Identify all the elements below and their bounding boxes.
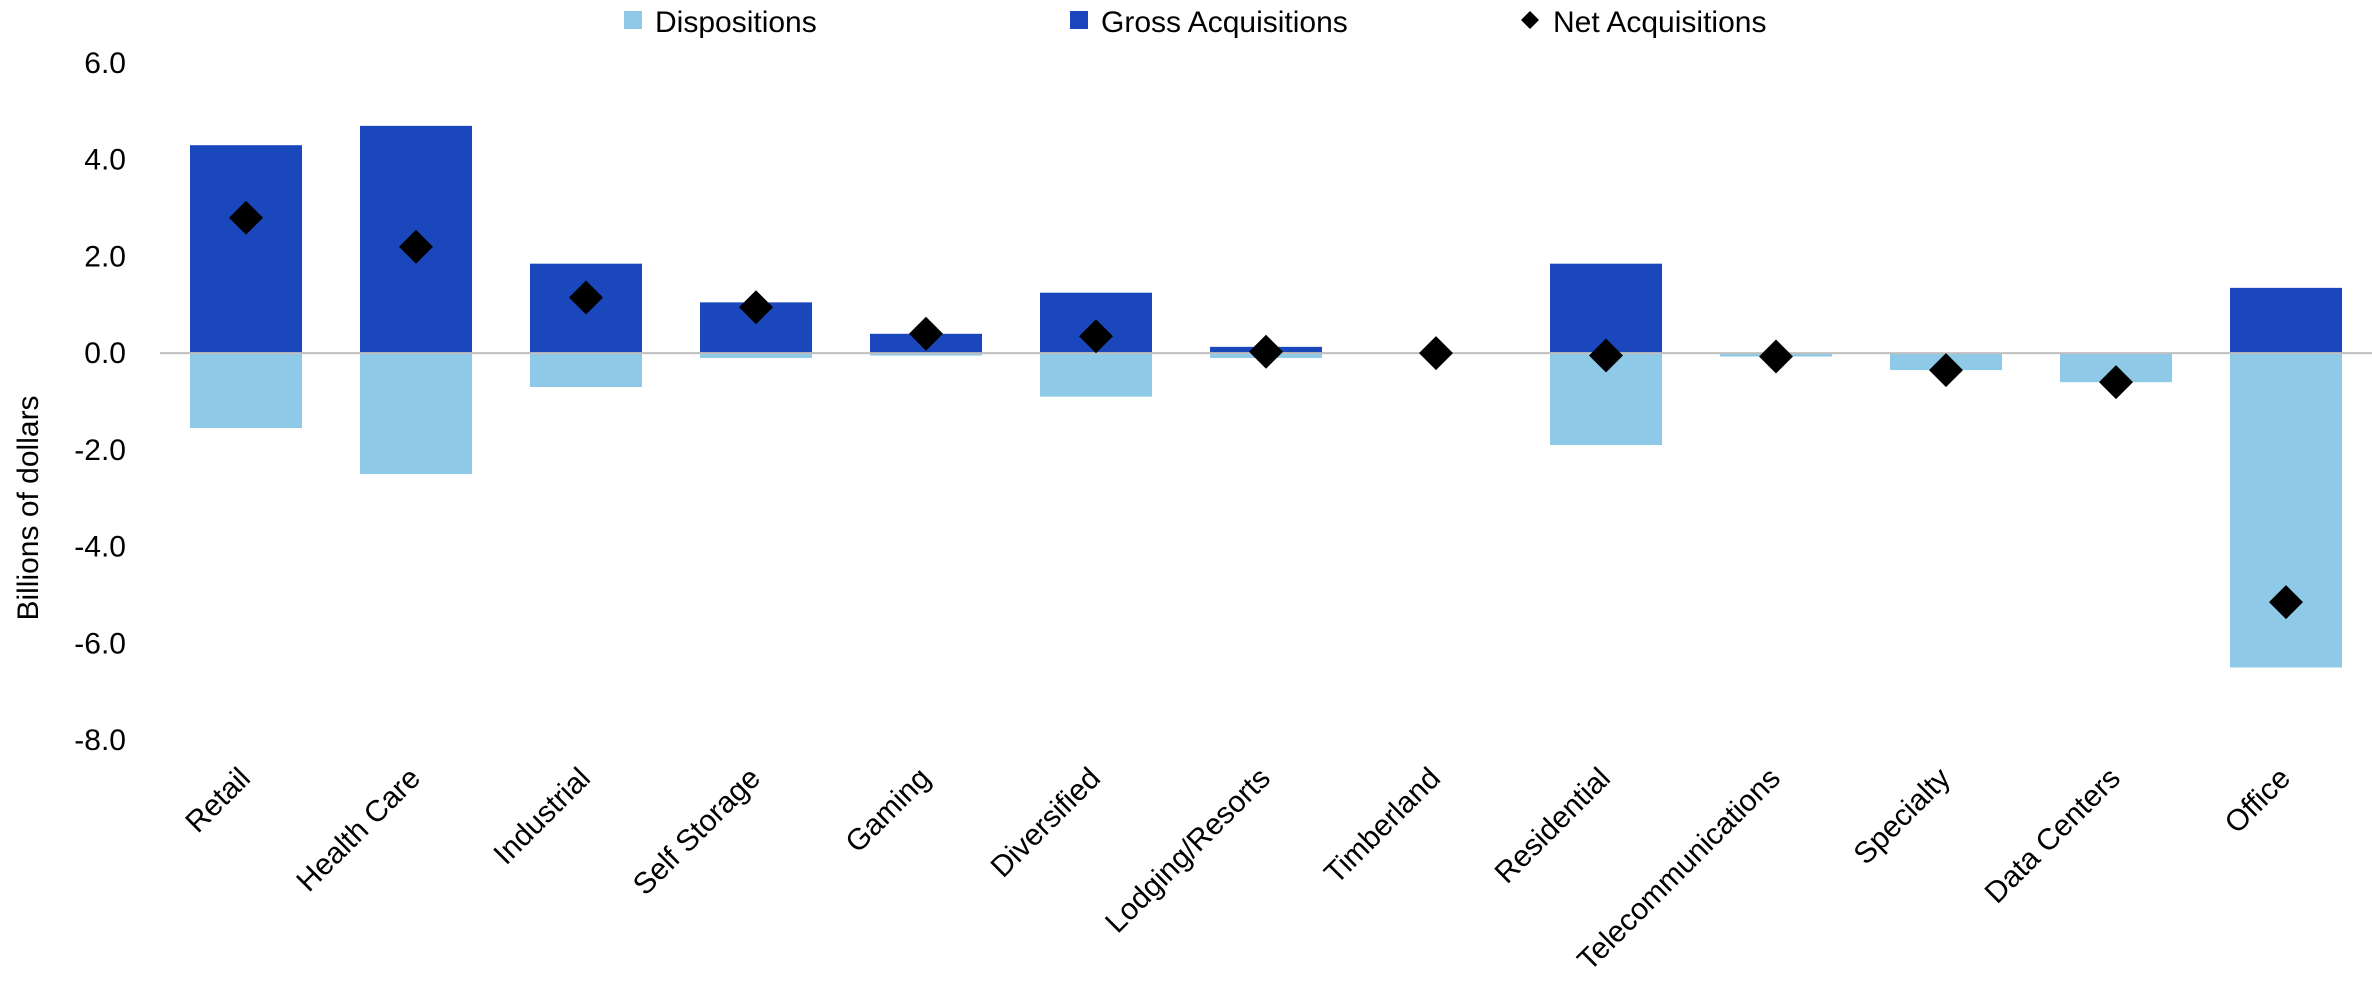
bar-dispositions-gaming (870, 353, 982, 356)
y-tick-label: 2.0 (84, 240, 126, 273)
net-acquisition-markers (229, 200, 2303, 620)
x-tick-label-timberland: Timberland (1318, 762, 1447, 891)
bar-gross-acquisitions-office (2230, 287, 2342, 354)
bar-gross-acquisitions-residential (1550, 263, 1662, 354)
x-tick-label-industrial: Industrial (488, 762, 597, 871)
y-tick-label: 0.0 (84, 337, 126, 370)
bar-dispositions-health-care (360, 353, 472, 475)
marker-net-acquisitions-gaming (909, 316, 943, 351)
marker-net-acquisitions-data-centers (2099, 365, 2133, 400)
legend-swatch-net-acquisitions (1521, 11, 1539, 29)
x-tick-label-retail: Retail (179, 762, 257, 840)
marker-net-acquisitions-office (2269, 585, 2303, 620)
x-tick-label-office: Office (2219, 762, 2297, 840)
marker-net-acquisitions-lodging-resorts (1249, 334, 1283, 369)
y-tick-label: -2.0 (74, 434, 126, 467)
bar-dispositions-diversified (1040, 353, 1152, 397)
bar-dispositions-office (2230, 353, 2342, 668)
x-tick-label-lodging-resorts: Lodging/Resorts (1099, 762, 1277, 940)
marker-net-acquisitions-self-storage (739, 290, 773, 325)
bar-gross-acquisitions-retail (190, 145, 302, 354)
x-tick-label-diversified: Diversified (985, 762, 1107, 884)
x-tick-label-self-storage: Self Storage (627, 762, 767, 902)
legend-label-net-acquisitions: Net Acquisitions (1553, 6, 1766, 39)
y-axis-title: Billions of dollars (12, 395, 45, 620)
marker-net-acquisitions-diversified (1079, 319, 1113, 354)
legend-swatch-dispositions (624, 11, 642, 29)
marker-net-acquisitions-residential (1589, 338, 1623, 373)
y-tick-label: -4.0 (74, 531, 126, 564)
bar-dispositions-self-storage (700, 353, 812, 358)
bar-dispositions-retail (190, 353, 302, 429)
marker-net-acquisitions-timberland (1419, 336, 1453, 371)
x-tick-label-data-centers: Data Centers (1979, 762, 2127, 910)
y-tick-label: -6.0 (74, 627, 126, 660)
y-axis-ticks: 6.0 4.0 2.0 0.0 -2.0 -4.0 -6.0 -8.0 (74, 47, 126, 757)
marker-net-acquisitions-specialty (1929, 353, 1963, 388)
x-tick-label-health-care: Health Care (290, 762, 427, 899)
x-tick-label-specialty: Specialty (1848, 762, 1957, 871)
legend-label-gross-acquisitions: Gross Acquisitions (1101, 6, 1348, 39)
marker-net-acquisitions-retail (229, 200, 263, 235)
marker-net-acquisitions-telecommunications (1759, 339, 1793, 374)
legend: Dispositions Gross Acquisitions Net Acqu… (624, 6, 1766, 39)
y-tick-label: 6.0 (84, 47, 126, 80)
marker-net-acquisitions-industrial (569, 280, 603, 315)
bar-dispositions-industrial (530, 353, 642, 387)
legend-swatch-gross-acquisitions (1070, 11, 1088, 29)
y-tick-label: 4.0 (84, 144, 126, 177)
x-tick-label-residential: Residential (1489, 762, 1617, 890)
x-tick-label-gaming: Gaming (839, 762, 937, 860)
marker-net-acquisitions-health-care (399, 229, 433, 264)
x-axis-labels: Retail Health Care Industrial Self Storage G… (179, 762, 2297, 978)
legend-label-dispositions: Dispositions (655, 6, 817, 39)
bars (190, 125, 2342, 668)
y-tick-label: -8.0 (74, 724, 126, 757)
